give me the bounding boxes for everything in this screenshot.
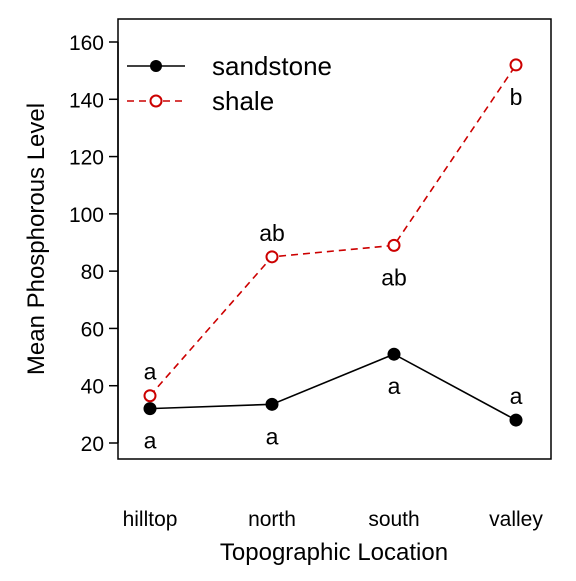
x-tick-label: valley (489, 508, 543, 531)
x-axis-title: Topographic Location (220, 539, 448, 566)
group-letter: ab (381, 264, 407, 290)
y-tick-label: 140 (69, 89, 104, 112)
group-letter: a (388, 373, 401, 399)
legend-item-shale: shale (127, 86, 274, 116)
data-point (265, 250, 279, 264)
group-letter: b (510, 84, 523, 110)
y-tick-label: 40 (81, 376, 104, 399)
y-axis-title: Mean Phosphorous Level (23, 103, 50, 375)
plot-frame (117, 18, 552, 460)
series-shale: a ab ab b (143, 58, 523, 403)
x-tick-label: hilltop (123, 508, 178, 531)
y-tick-label: 60 (81, 318, 104, 341)
y-tick-label: 120 (69, 147, 104, 170)
y-axis: 20 40 60 80 100 120 140 160 (69, 32, 119, 456)
series-sandstone: a a a a (143, 347, 523, 454)
data-point (387, 238, 401, 252)
legend-marker (150, 60, 162, 72)
y-tick-label: 160 (69, 32, 104, 55)
data-point (509, 413, 523, 427)
series-line (149, 64, 517, 397)
data-point (265, 397, 279, 411)
group-letter: a (144, 359, 157, 385)
y-tick-label: 80 (81, 261, 104, 284)
x-tick-label: south (368, 508, 419, 531)
legend: sandstone shale (127, 51, 332, 116)
series-layer: a a a a a ab ab b (143, 58, 523, 454)
legend-label: sandstone (212, 51, 332, 81)
data-point (143, 402, 157, 416)
group-letter: a (266, 423, 279, 449)
legend-label: shale (212, 86, 274, 116)
legend-marker (149, 94, 163, 108)
y-tick-label: 100 (69, 204, 104, 227)
data-point (143, 389, 157, 403)
data-point (509, 58, 523, 72)
legend-item-sandstone: sandstone (127, 51, 332, 81)
group-letter: ab (259, 220, 285, 246)
y-tick-label: 20 (81, 433, 104, 456)
group-letter: a (144, 428, 157, 454)
data-point (387, 347, 401, 361)
x-axis-labels: hilltop north south valley (123, 508, 544, 531)
series-line (149, 353, 517, 421)
x-tick-label: north (248, 508, 296, 531)
group-letter: a (510, 383, 523, 409)
